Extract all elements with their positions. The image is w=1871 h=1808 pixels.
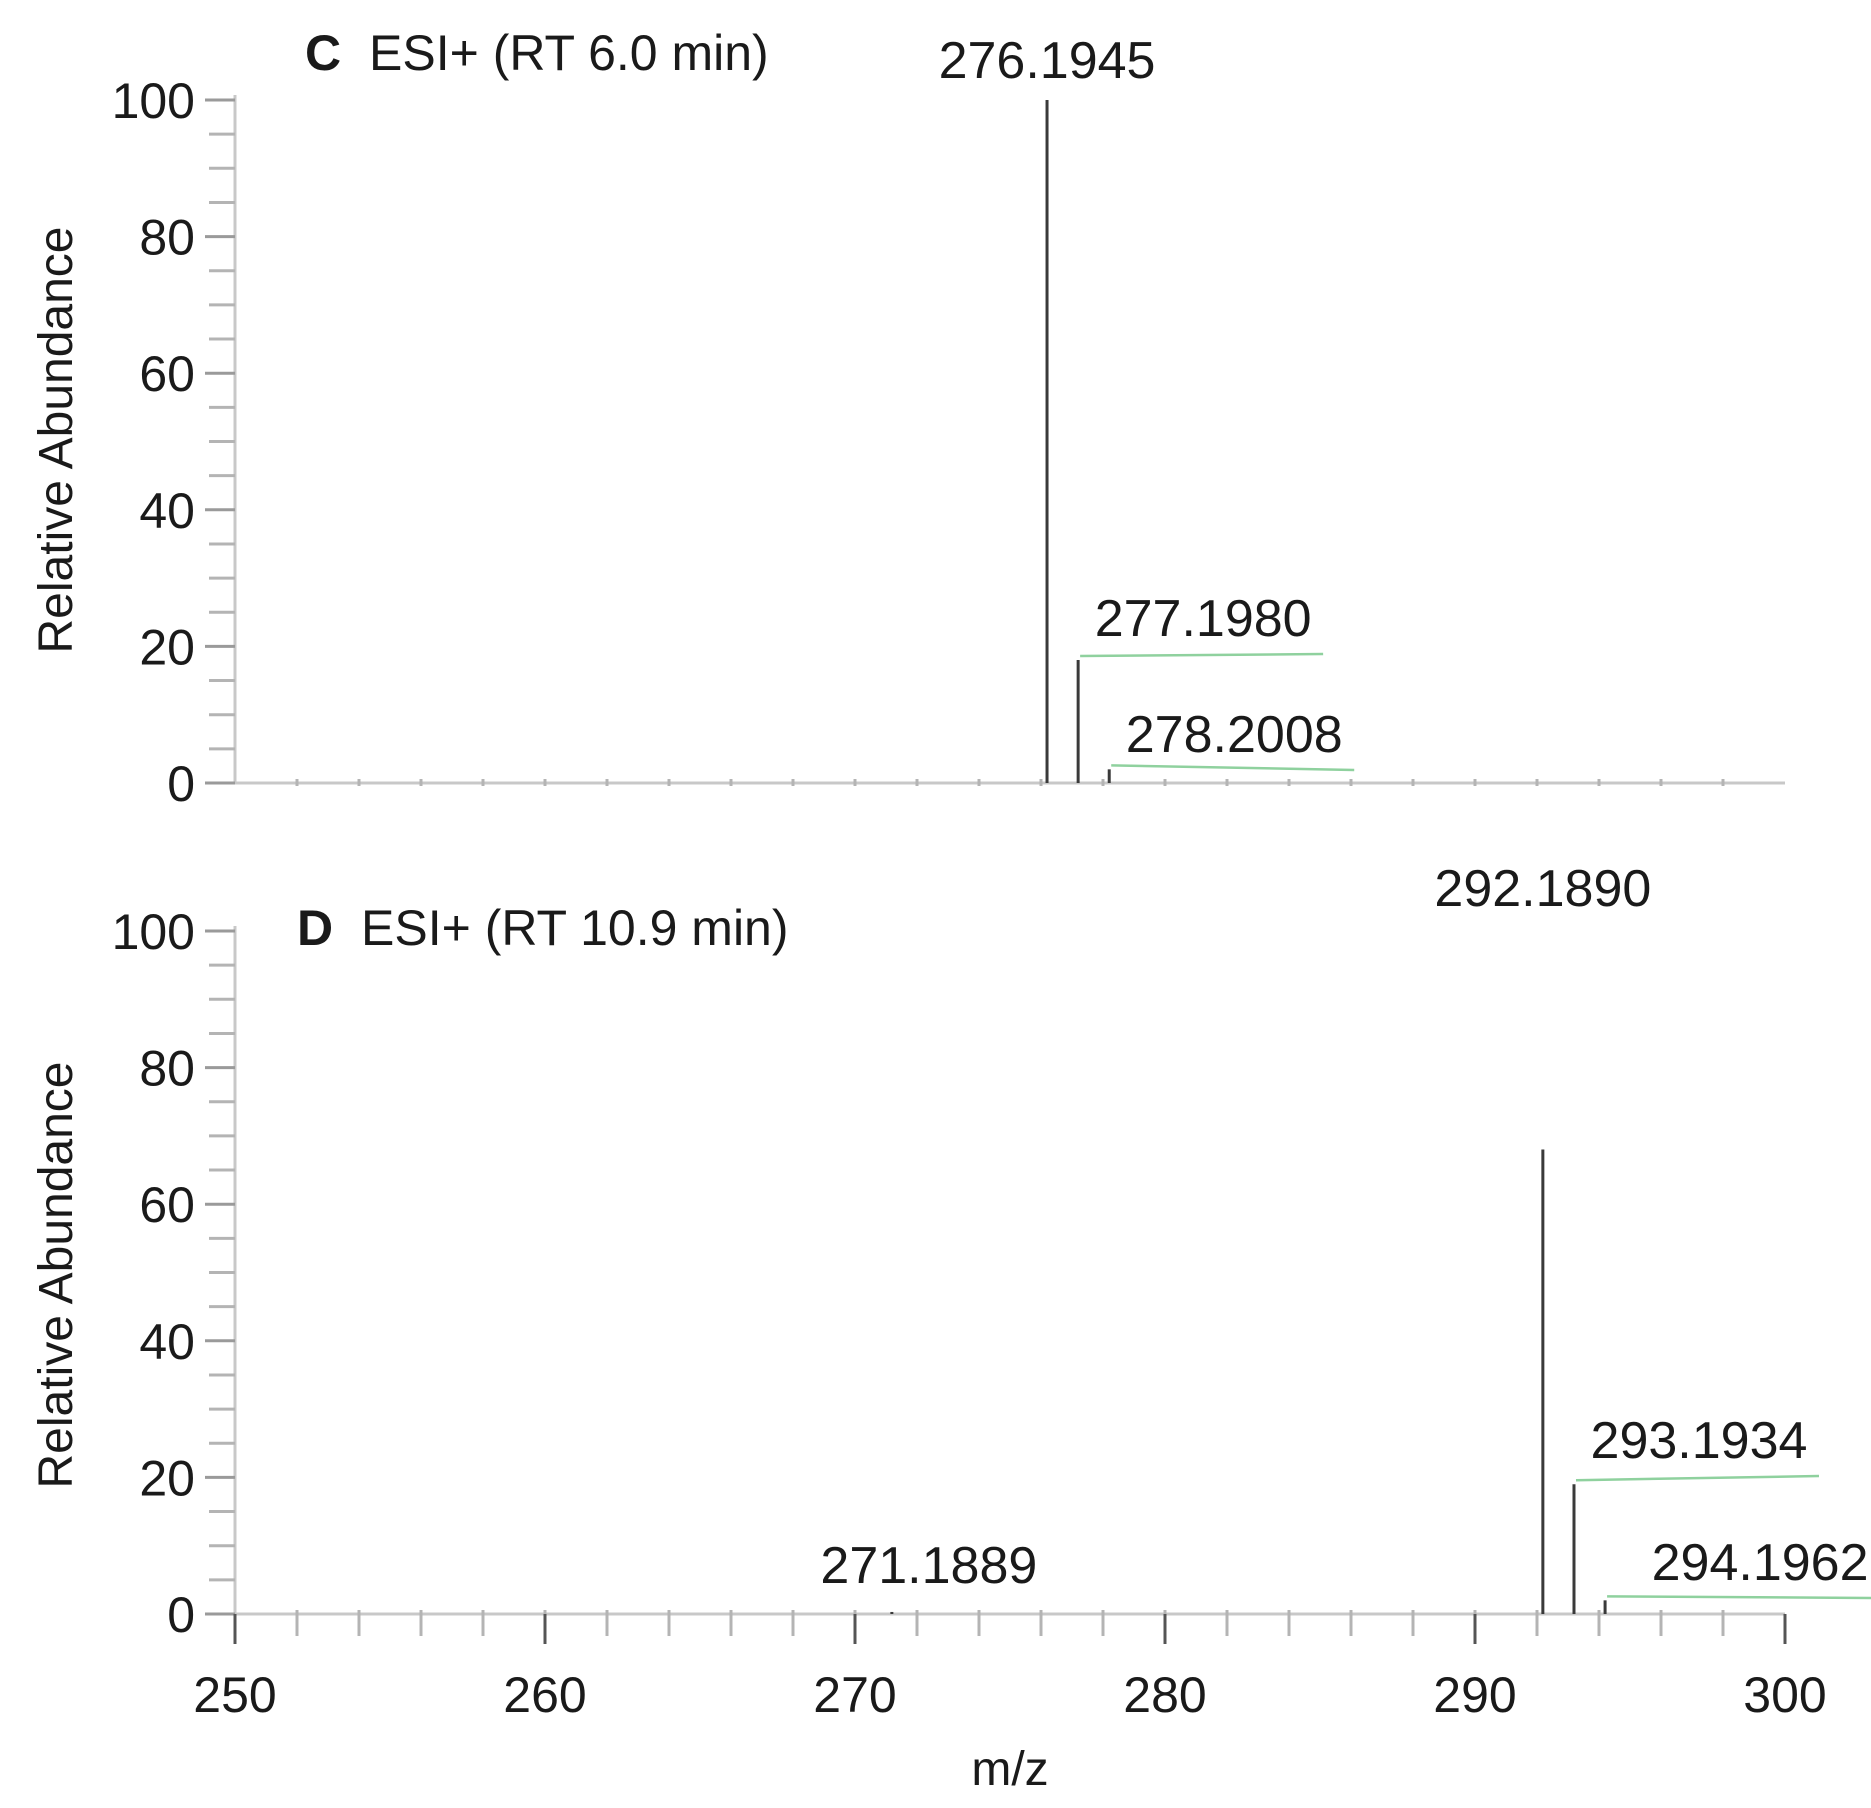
panel-c-axes [233, 95, 1785, 785]
y-tick-label: 100 [112, 73, 195, 129]
peak-label-leader [1575, 1474, 1820, 1482]
x-axis-label: m/z [971, 1743, 1048, 1796]
y-tick-label: 40 [139, 483, 195, 539]
panel-d-ylabel: Relative Abundance [30, 1062, 83, 1489]
peak-label-leader [1080, 652, 1324, 658]
panel-d-ticks: 0 20 40 60 80 100 [112, 904, 1725, 1643]
peak-label-leader [1111, 764, 1355, 772]
x-tick-label: 290 [1433, 1667, 1516, 1723]
x-tick-label: 270 [813, 1667, 896, 1723]
y-tick-label: 60 [139, 346, 195, 402]
peak-label: 277.1980 [1095, 590, 1312, 648]
panel-c-ylabel: Relative Abundance [30, 227, 83, 654]
peak-label: 293.1934 [1591, 1412, 1808, 1470]
panel-d-peak-labels: 292.1890 293.1934 294.1962 271.1889 [820, 860, 1871, 1600]
y-tick-label: 80 [139, 1041, 195, 1097]
panel-c-title-text: ESI+ (RT 6.0 min) [369, 25, 769, 81]
panel-c-peak-labels: 276.1945 277.1980 278.2008 [939, 32, 1355, 772]
panel-d-title-text: ESI+ (RT 10.9 min) [361, 900, 789, 956]
panel-d-peaks [890, 1149, 1607, 1614]
panel-c-peaks [1045, 100, 1111, 783]
peak-label: 271.1889 [820, 1537, 1037, 1595]
x-tick-label: 250 [193, 1667, 276, 1723]
x-tick-label: 260 [503, 1667, 586, 1723]
peak-label: 278.2008 [1126, 706, 1343, 764]
panel-d-title: D ESI+ (RT 10.9 min) [297, 900, 789, 956]
y-tick-label: 0 [167, 1587, 195, 1643]
panel-c: C ESI+ (RT 6.0 min) Relative Abundance 0… [30, 25, 1785, 812]
panel-d: D ESI+ (RT 10.9 min) Relative Abundance … [30, 860, 1871, 1723]
panel-c-letter: C [305, 25, 341, 81]
y-tick-label: 0 [167, 756, 195, 812]
peak-label: 292.1890 [1434, 860, 1651, 918]
peak-label: 294.1962 [1652, 1534, 1869, 1592]
y-tick-label: 20 [139, 1450, 195, 1506]
panel-d-x-ticks: 250 260 270 280 290 300 [193, 1614, 1827, 1723]
y-tick-label: 80 [139, 210, 195, 266]
panel-c-ticks: 0 20 40 60 80 100 [112, 73, 1725, 812]
x-tick-label: 300 [1743, 1667, 1826, 1723]
y-tick-label: 60 [139, 1177, 195, 1233]
y-tick-label: 20 [139, 619, 195, 675]
panel-d-letter: D [297, 900, 333, 956]
panel-c-title: C ESI+ (RT 6.0 min) [305, 25, 769, 81]
y-tick-label: 100 [112, 904, 195, 960]
panel-d-axes [233, 926, 1785, 1616]
x-tick-label: 280 [1123, 1667, 1206, 1723]
peak-label: 276.1945 [939, 32, 1156, 90]
peak-label-leader [1607, 1595, 1871, 1600]
y-tick-label: 40 [139, 1314, 195, 1370]
